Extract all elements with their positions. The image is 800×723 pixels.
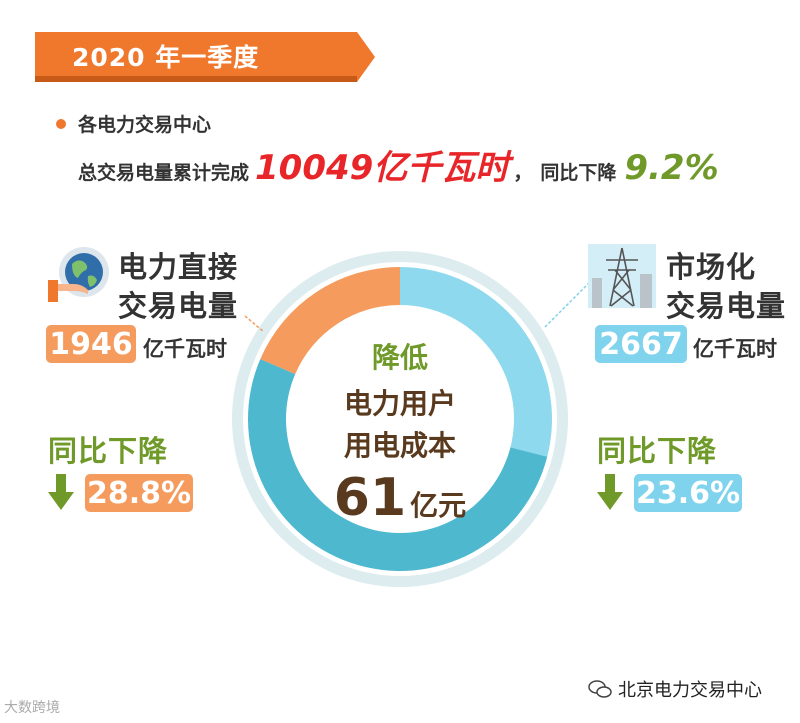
left-decline-box: 28.8% [85, 474, 193, 512]
summary-prefix: 总交易电量累计完成 [78, 162, 250, 184]
ring-segment-market-highlight [400, 267, 552, 457]
summary-line2: 总交易电量累计完成 10049亿千瓦时 ， 同比下降 9.2% [78, 140, 719, 188]
right-title-line2: 交易电量 [666, 289, 787, 323]
center-unit: 亿元 [410, 489, 467, 522]
left-decline-label: 同比下降 [48, 434, 169, 468]
left-title-line2: 交易电量 [118, 289, 239, 323]
power-tower-icon [588, 244, 656, 308]
bullet-dot [56, 119, 66, 129]
summary-line1: 各电力交易中心 [78, 114, 212, 136]
center-number-group: 61 亿元 [300, 468, 500, 528]
center-line3: 用电成本 [343, 429, 456, 462]
watermark-left: 大数跨境 [4, 700, 60, 716]
ring-segment-direct [260, 267, 400, 375]
summary-total-value: 10049亿千瓦时 [255, 148, 510, 188]
wechat-icon [588, 680, 612, 698]
right-decline-box: 23.6% [634, 474, 742, 512]
ring-segment-market [247, 359, 548, 571]
center-line1: 降低 [371, 341, 428, 374]
left-value-box: 1946 [46, 325, 136, 363]
right-value-box: 2667 [595, 325, 687, 363]
right-unit: 亿千瓦时 [693, 337, 777, 361]
ring-inner-white [291, 310, 509, 528]
center-number: 61 [333, 468, 407, 528]
globe-hand-icon [48, 247, 109, 302]
summary-decline-value: 9.2% [624, 148, 719, 188]
left-unit: 亿千瓦时 [143, 337, 227, 361]
right-down-arrow-icon [597, 474, 623, 510]
right-title-line1: 市场化 [666, 250, 757, 284]
left-down-arrow-icon [48, 474, 74, 510]
donut-chart [232, 251, 568, 587]
center-line2: 电力用户 [343, 387, 456, 420]
left-title-line1: 电力直接 [118, 250, 239, 284]
right-decline-label: 同比下降 [597, 434, 718, 468]
summary-separator: ， [513, 162, 533, 184]
watermark-right: 北京电力交易中心 [588, 676, 762, 702]
summary-decline-label: 同比下降 [540, 162, 617, 184]
header-title: 2020 年一季度 [72, 43, 260, 72]
watermark-right-text: 北京电力交易中心 [618, 680, 762, 701]
header-banner [35, 32, 375, 82]
